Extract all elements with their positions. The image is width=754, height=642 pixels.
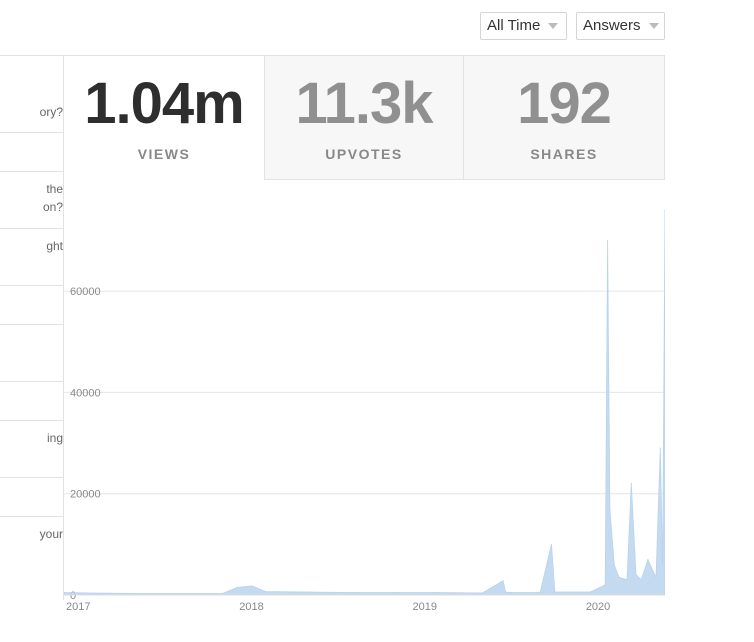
data-point (664, 209, 665, 211)
list-item[interactable]: your (0, 517, 63, 600)
data-point (655, 576, 657, 578)
y-tick-label: 60000 (70, 286, 101, 298)
data-point (264, 590, 266, 593)
views-count: 1.04m (84, 71, 244, 136)
y-tick-label: 40000 (70, 387, 101, 399)
data-point (64, 591, 65, 594)
list-item[interactable] (0, 478, 63, 517)
content-list-panel: ory? the on? ght ing your (0, 55, 64, 600)
list-item[interactable] (0, 382, 63, 421)
list-item[interactable]: ory? (0, 56, 63, 133)
data-point (568, 591, 570, 593)
data-point (630, 482, 632, 485)
data-point (635, 574, 637, 576)
y-tick-label: 20000 (70, 489, 101, 501)
data-point (662, 564, 664, 566)
tab-views[interactable]: 1.04m VIEWS (64, 55, 264, 180)
views-area-series (64, 210, 665, 596)
data-point (647, 558, 649, 561)
data-point (604, 584, 606, 586)
data-point (308, 591, 310, 593)
shares-label: SHARES (530, 146, 598, 162)
x-tick-label: 2020 (586, 601, 610, 613)
data-point (236, 586, 238, 589)
data-point (135, 592, 137, 595)
tab-upvotes[interactable]: 11.3k UPVOTES (264, 55, 464, 180)
data-point (618, 576, 620, 578)
list-item[interactable] (0, 286, 63, 325)
list-item-title: ory? (39, 105, 63, 119)
list-item[interactable]: ing (0, 421, 63, 478)
upvotes-count: 11.3k (295, 71, 434, 136)
list-item[interactable] (0, 133, 63, 172)
data-point (481, 592, 483, 594)
data-point (502, 580, 504, 582)
list-item[interactable] (0, 325, 63, 382)
content-type-label: Answers (583, 17, 641, 34)
chevron-down-icon (548, 23, 559, 29)
time-range-dropdown[interactable]: All Time (480, 12, 567, 40)
data-point (510, 591, 512, 594)
views-label: VIEWS (137, 146, 191, 162)
list-item-title: ght (46, 239, 63, 253)
data-point (539, 591, 541, 594)
x-tick-label: 2019 (413, 601, 437, 613)
list-item[interactable]: the on? (0, 172, 63, 229)
shares-count: 192 (517, 71, 612, 136)
data-point (554, 591, 556, 593)
y-tick-label: 0 (70, 590, 76, 602)
data-point (626, 579, 628, 581)
data-point (640, 579, 642, 581)
x-tick-label: 2018 (239, 601, 263, 613)
data-point (550, 543, 553, 545)
x-tick-label: 2017 (66, 601, 90, 613)
data-point (659, 447, 661, 449)
data-point (437, 591, 440, 594)
data-point (395, 591, 397, 594)
list-item-title: ing (46, 431, 63, 445)
data-point (352, 591, 354, 594)
content-type-dropdown[interactable]: Answers (576, 12, 665, 40)
data-point (221, 592, 224, 595)
data-point (178, 592, 180, 595)
data-point (589, 591, 592, 593)
data-point (504, 591, 507, 593)
time-range-label: All Time (487, 17, 541, 34)
list-item-title: your (39, 527, 63, 541)
data-point (609, 508, 611, 510)
views-chart: 0 20000 40000 60000 2017 2018 2019 2020 (64, 209, 665, 613)
chevron-down-icon (648, 23, 659, 29)
data-point (613, 564, 615, 566)
list-item[interactable]: ght (0, 229, 63, 286)
list-item-title: the on? (42, 182, 63, 214)
data-point (251, 585, 253, 587)
data-point (91, 592, 93, 594)
data-point (606, 239, 609, 242)
stats-tabs: 1.04m VIEWS 11.3k UPVOTES 192 SHARES (64, 55, 665, 180)
upvotes-label: UPVOTES (325, 146, 403, 162)
tab-shares[interactable]: 192 SHARES (464, 55, 665, 180)
